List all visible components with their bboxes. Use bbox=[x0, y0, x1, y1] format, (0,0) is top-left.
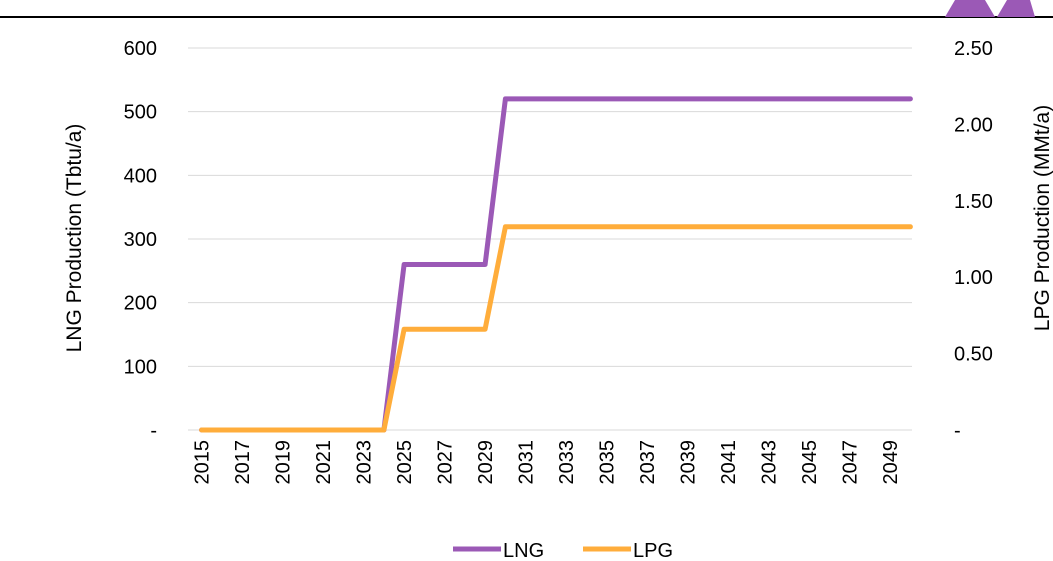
right-axis-tick-label: 2.00 bbox=[954, 114, 993, 136]
legend-label-lng: LNG bbox=[503, 540, 544, 561]
x-axis-tick-label: 2023 bbox=[354, 440, 376, 485]
right-axis-tick-label: 1.50 bbox=[954, 191, 993, 213]
logo-shape-right bbox=[997, 0, 1035, 17]
x-axis-tick-label: 2019 bbox=[273, 440, 295, 485]
x-axis-tick-label: 2047 bbox=[840, 440, 862, 485]
legend-label-lpg: LPG bbox=[633, 540, 673, 561]
logo-shape-left bbox=[945, 0, 995, 17]
x-axis-tick-label: 2027 bbox=[435, 440, 457, 485]
x-axis-tick-label: 2031 bbox=[516, 440, 538, 485]
x-axis-tick-label: 2033 bbox=[556, 440, 578, 485]
x-axis-tick-label: 2029 bbox=[475, 440, 497, 485]
left-axis-tick-label: 500 bbox=[124, 102, 157, 124]
x-axis-tick-label: 2035 bbox=[597, 440, 619, 485]
x-axis-tick-label: 2025 bbox=[394, 440, 416, 485]
x-axis-tick-label: 2045 bbox=[799, 440, 821, 485]
right-axis-tick-label: 1.00 bbox=[954, 267, 993, 289]
left-axis-tick-label: - bbox=[150, 420, 157, 442]
gridlines bbox=[188, 47, 912, 431]
right-axis-tick-label: 2.50 bbox=[954, 38, 993, 60]
right-axis-ticks: - 0.50 1.00 1.50 2.00 2.50 bbox=[954, 38, 993, 442]
x-axis-tick-label: 2041 bbox=[718, 440, 740, 485]
x-axis-tick-label: 2037 bbox=[637, 440, 659, 485]
left-axis-tick-label: 600 bbox=[124, 38, 157, 60]
x-axis-ticks: 2015 2017 2019 2021 2023 2025 2027 2029 2031 2033… bbox=[192, 440, 902, 485]
left-axis-tick-label: 100 bbox=[124, 356, 157, 378]
legend: LNG LPG bbox=[453, 540, 673, 561]
series-lines bbox=[199, 96, 913, 433]
x-axis-tick-label: 2015 bbox=[192, 440, 214, 485]
left-axis-ticks: - 100 200 300 400 500 600 bbox=[124, 38, 157, 442]
right-axis-title: LPG Production (MMt/a) bbox=[1031, 105, 1053, 331]
right-axis-tick-label: - bbox=[954, 420, 961, 442]
x-axis-tick-label: 2021 bbox=[313, 440, 335, 485]
series-line-lng bbox=[199, 96, 913, 433]
right-axis-tick-label: 0.50 bbox=[954, 344, 993, 366]
left-axis-tick-label: 400 bbox=[124, 165, 157, 187]
x-axis-tick-label: 2049 bbox=[880, 440, 902, 485]
left-axis-tick-label: 200 bbox=[124, 293, 157, 315]
left-axis-title: LNG Production (Tbtu/a) bbox=[63, 124, 86, 353]
x-axis-tick-label: 2039 bbox=[678, 440, 700, 485]
left-axis-tick-label: 300 bbox=[124, 229, 157, 251]
x-axis-tick-label: 2043 bbox=[759, 440, 781, 485]
x-axis-tick-label: 2017 bbox=[232, 440, 254, 485]
series-line-lpg bbox=[199, 224, 913, 433]
